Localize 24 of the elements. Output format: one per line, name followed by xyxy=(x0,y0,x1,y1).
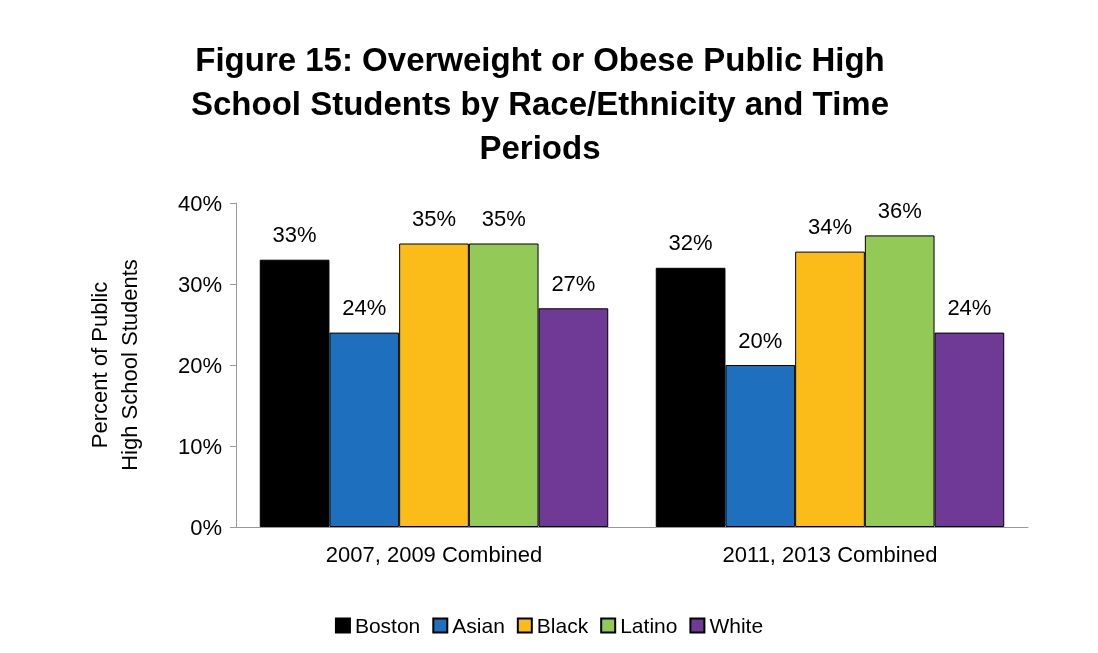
y-axis-title: Percent of Public High School Students xyxy=(86,259,142,471)
data-label: 24% xyxy=(947,295,992,321)
y-tick-label: 10% xyxy=(177,433,222,459)
data-label: 34% xyxy=(807,214,853,240)
data-label: 27% xyxy=(551,270,596,296)
x-tick-label: 2011, 2013 Combined xyxy=(722,541,938,567)
legend-label: Asian xyxy=(452,614,505,637)
y-tick-label: 20% xyxy=(177,352,222,378)
y-tick-label: 30% xyxy=(177,271,222,297)
data-label: 32% xyxy=(668,230,713,256)
data-label: 35% xyxy=(481,206,526,231)
y-tick-label: 0% xyxy=(190,514,222,540)
data-label: 24% xyxy=(342,295,387,321)
legend-label: White xyxy=(709,614,764,637)
data-label: 35% xyxy=(411,206,457,231)
legend-label: Latino xyxy=(620,614,678,637)
chart-title: Figure 15: Overweight or Obese Public High School Students by Race/Ethnicity and Time Periods xyxy=(190,40,890,168)
legend-label: Black xyxy=(536,614,589,637)
data-label: 36% xyxy=(877,197,922,223)
data-label: 20% xyxy=(738,327,783,353)
data-label: 33% xyxy=(272,222,317,248)
legend-label: Boston xyxy=(354,614,421,637)
y-tick-label: 40% xyxy=(177,190,222,216)
x-tick-label: 2007, 2009 Combined xyxy=(325,541,543,567)
